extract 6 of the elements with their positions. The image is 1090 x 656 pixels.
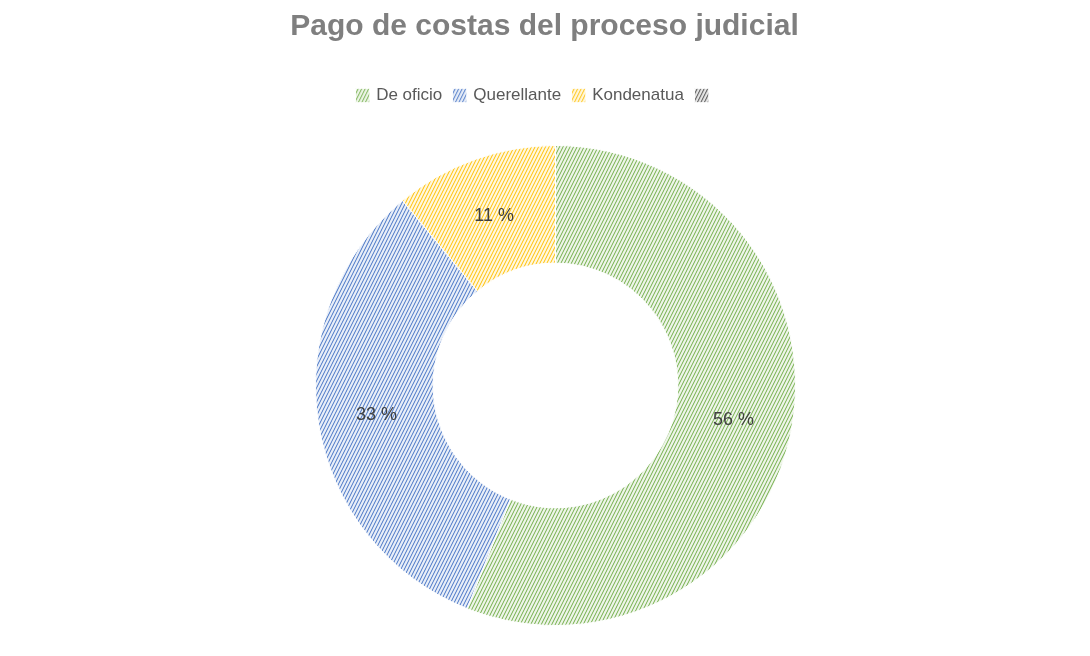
legend-label: De oficio xyxy=(376,85,443,105)
legend-label: Kondenatua xyxy=(592,85,684,105)
data-label: 33 % xyxy=(356,403,398,424)
legend-label: Querellante xyxy=(473,85,562,105)
data-label: 56 % xyxy=(712,409,755,430)
chart-title: Pago de costas del proceso judicial xyxy=(290,7,799,41)
